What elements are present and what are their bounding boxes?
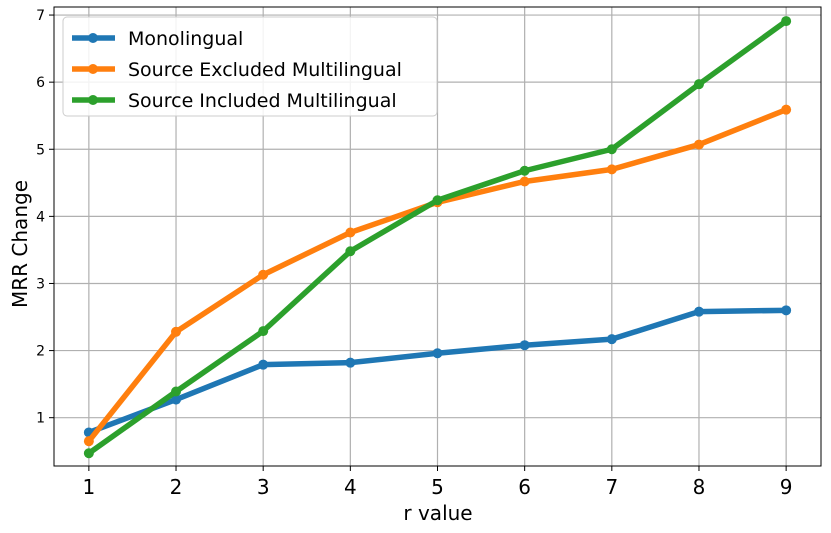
x-tick-label: 8 [693,475,706,499]
data-point [606,334,617,345]
data-point [519,340,530,351]
data-point [432,195,443,206]
data-point [258,269,269,280]
data-point [606,144,617,155]
data-point [345,357,356,368]
series-3 [83,16,792,459]
y-tick-label: 6 [36,75,45,91]
x-tick-label: 3 [257,475,270,499]
legend-label: Source Excluded Multilingual [128,59,402,81]
x-tick-label: 1 [82,475,95,499]
y-tick-label: 3 [36,276,45,292]
data-point [258,326,269,337]
x-tick-label: 7 [605,475,618,499]
data-point [345,246,356,257]
y-tick-label: 2 [36,344,45,360]
series-layer [83,16,792,459]
data-point [171,394,182,405]
data-point [519,165,530,176]
legend-item: Source Included Multilingual [72,90,397,112]
data-point [781,305,792,316]
x-tick-label: 2 [170,475,183,499]
y-axis-ticks: 1 2 3 4 5 6 7 [36,8,54,427]
data-point [83,436,94,447]
legend-box [62,16,438,117]
data-point [781,104,792,115]
data-point [693,139,704,150]
legend-item: Monolingual [72,28,243,50]
data-point [171,326,182,337]
legend-label: Monolingual [128,28,243,50]
x-axis-ticks: 1 2 3 4 5 6 7 8 9 [82,466,793,499]
legend-swatch-marker [88,64,98,74]
x-tick-label: 9 [780,475,793,499]
data-point [693,79,704,90]
y-tick-label: 5 [36,142,45,158]
legend-swatch-marker [88,33,98,43]
legend-item: Source Excluded Multilingual [72,59,402,81]
legend-swatch-marker [88,95,98,105]
data-point [781,16,792,27]
data-point [693,306,704,317]
y-tick-label: 1 [36,411,45,427]
x-tick-label: 4 [344,475,357,499]
data-point [432,348,443,359]
y-axis-label: MRR Change [8,180,32,308]
data-point [258,359,269,370]
x-axis-label: r value [403,501,472,525]
x-tick-label: 6 [518,475,531,499]
legend: Monolingual Source Excluded Multilingual S… [62,16,438,117]
x-tick-label: 5 [431,475,444,499]
grid-lines [54,7,821,466]
data-point [83,448,94,459]
legend-label: Source Included Multilingual [128,90,397,112]
data-point [606,164,617,175]
data-point [519,176,530,187]
y-tick-label: 7 [36,8,45,24]
series-1 [83,305,792,438]
data-point [345,227,356,238]
y-tick-label: 4 [36,209,45,225]
data-point [171,386,182,397]
